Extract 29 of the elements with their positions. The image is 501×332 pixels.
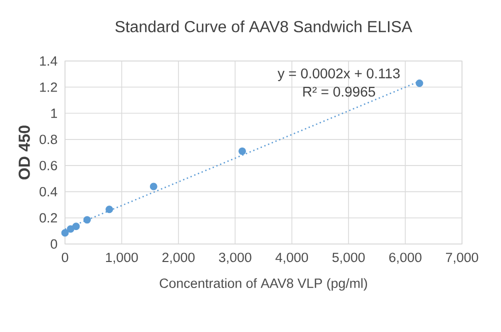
point (416, 79, 424, 87)
x-tick-label: 7,000 (446, 252, 478, 264)
y-tick-label: 0.6 (40, 160, 58, 170)
x-tick-label: 0 (62, 252, 68, 262)
x-axis-title: Concentration of AAV8 VLP (pg/ml) (160, 278, 368, 291)
x-tick-label: 6,000 (389, 252, 422, 264)
point (150, 182, 158, 190)
x-tick-label: 1,000 (106, 252, 138, 264)
y-tick-label: 0 (50, 239, 58, 249)
y-tick-label: 0.8 (40, 134, 58, 144)
point (72, 222, 80, 230)
point (66, 225, 74, 233)
x-tick-label: 5,000 (332, 252, 365, 264)
annotation: y = 0.0002x + 0.113 (278, 68, 400, 82)
x-tick-label: 2,000 (162, 252, 195, 264)
y-axis-title: OD 450 (18, 126, 30, 180)
x-tick-label: 4,000 (275, 252, 308, 264)
point (83, 216, 91, 224)
annotation: R² = 0.9965 (303, 86, 376, 97)
point (238, 147, 246, 155)
point (106, 206, 114, 214)
y-tick-label: 1.4 (40, 56, 58, 66)
y-tick-label: 0.2 (40, 213, 57, 223)
x-tick-label: 3,000 (218, 252, 252, 264)
y-tick-label: 1 (51, 108, 57, 118)
point (61, 229, 69, 237)
y-tick-label: 0.4 (40, 186, 58, 196)
chart-title: Standard Curve of AAV8 Sandwich ELISA (115, 20, 412, 32)
y-tick-label: 1.2 (40, 82, 57, 92)
